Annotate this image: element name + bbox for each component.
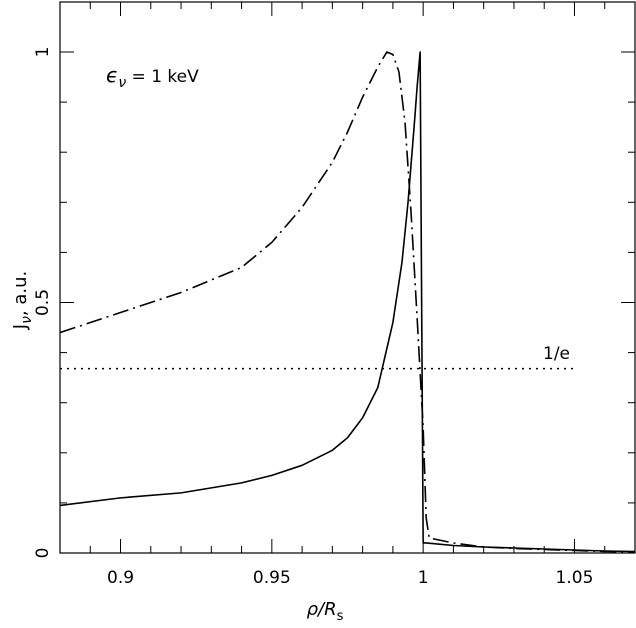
energy-value: = 1 keV — [126, 67, 199, 87]
energy-annotation: ϵν = 1 keV — [106, 63, 199, 91]
series-line-dashdot — [59, 51, 636, 553]
energy-subscript: ν — [118, 75, 126, 91]
series-lines — [59, 51, 636, 553]
y-tick-label: 0.5 — [33, 289, 53, 316]
y-tick-label: 1 — [33, 47, 53, 58]
x-tick-label: 1.05 — [556, 568, 594, 588]
tick-marks — [59, 2, 636, 554]
plot-frame — [59, 1, 636, 554]
y-axis-label: Jν, a.u. — [10, 271, 35, 330]
series-line-solid — [59, 51, 636, 553]
x-tick-label: 1 — [418, 568, 429, 588]
x-axis-label-main: ρ/R — [307, 599, 337, 620]
y-tick-label: 0 — [33, 548, 53, 559]
x-tick-label: 0.9 — [107, 568, 134, 588]
one-over-e-annotation: 1/e — [543, 344, 570, 364]
x-axis-label-subscript: s — [337, 609, 344, 624]
energy-symbol: ϵ — [106, 63, 118, 87]
x-tick-label: 0.95 — [253, 568, 291, 588]
y-axis-label-suffix: , a.u. — [10, 271, 31, 316]
tick-labels: 0.9 0.95 1 1.05 0 0.5 1 — [33, 47, 593, 588]
y-axis-label-subscript: ν — [19, 316, 35, 324]
y-axis-label-main: J — [10, 324, 31, 330]
x-axis-label: ρ/Rs — [307, 599, 344, 624]
